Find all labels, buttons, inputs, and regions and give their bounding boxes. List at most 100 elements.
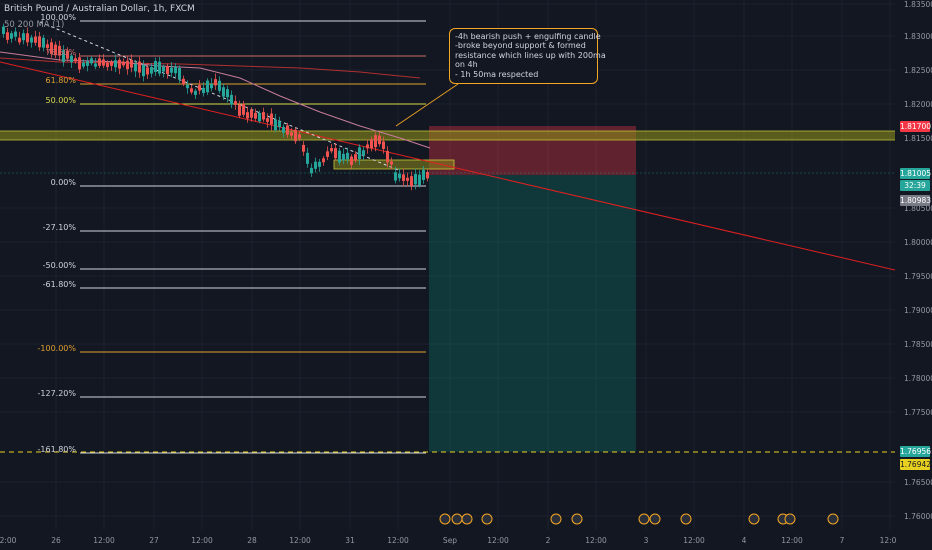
- economic-events[interactable]: [0, 510, 895, 530]
- flag-icon: [571, 513, 583, 525]
- countdown-tag: 32:39: [900, 180, 930, 191]
- price-tick: 1.81500: [904, 134, 932, 143]
- candle-body: [242, 103, 245, 115]
- price-tick: 1.78000: [904, 374, 932, 383]
- candle-body: [346, 152, 349, 160]
- breakout-box[interactable]: [333, 159, 455, 170]
- candle-body: [418, 174, 421, 186]
- candle-body: [410, 176, 413, 186]
- candle-body: [134, 63, 137, 72]
- price-tick: 1.80000: [904, 238, 932, 247]
- time-label: 27: [149, 536, 159, 545]
- candle-body: [386, 150, 389, 163]
- time-label: 12:00: [683, 536, 705, 545]
- candle-body: [398, 173, 401, 179]
- candle-body: [14, 31, 17, 37]
- candle-body: [166, 66, 169, 74]
- flag-icon: [649, 513, 661, 525]
- candle-body: [54, 44, 57, 56]
- time-grid: [55, 0, 891, 530]
- candle-body: [338, 150, 341, 163]
- time-label: 12:00: [585, 536, 607, 545]
- dashed-trendline[interactable]: [39, 21, 399, 171]
- candle-body: [330, 148, 333, 152]
- time-label: 26: [51, 536, 61, 545]
- time-label: 12:00: [487, 536, 509, 545]
- candle-body: [110, 61, 113, 66]
- candle-body: [142, 64, 145, 77]
- price-tick: 1.82000: [904, 100, 932, 109]
- candle-body: [370, 139, 373, 149]
- candle-body: [354, 154, 357, 161]
- time-label: 12:00: [387, 536, 409, 545]
- candle-body: [334, 148, 337, 159]
- current-price-tag: 1.81005: [900, 168, 932, 179]
- candle-body: [22, 33, 25, 41]
- candle-body: [266, 118, 269, 122]
- candle-body: [86, 61, 89, 66]
- descending-trendline[interactable]: [0, 61, 896, 271]
- candle-body: [66, 50, 69, 59]
- candle-body: [42, 37, 45, 48]
- candle-body: [378, 135, 381, 145]
- annotation-callout[interactable]: -4h bearish push + engulfing candle -bro…: [449, 28, 606, 84]
- candle-body: [246, 112, 249, 119]
- candle-body: [306, 152, 309, 164]
- annotation-line: -broke beyond support & formed: [455, 41, 586, 51]
- candle-body: [238, 104, 241, 116]
- candle-body: [90, 58, 93, 64]
- candle-body: [394, 172, 397, 181]
- time-label: 31: [345, 536, 355, 545]
- candle-body: [254, 112, 257, 119]
- annotation-line: -4h bearish push + engulfing candle: [455, 32, 601, 41]
- candle-body: [146, 67, 149, 75]
- flag-icon: [481, 513, 493, 525]
- time-label: 12:0: [879, 536, 897, 545]
- candle-body: [6, 32, 9, 40]
- indicator-label[interactable]: 50 200 MA (1): [4, 20, 65, 30]
- time-label: 28: [247, 536, 257, 545]
- flag-icon: [638, 513, 650, 525]
- candle-body: [278, 121, 281, 128]
- candle-body: [214, 79, 217, 86]
- flag-icon: [784, 513, 796, 525]
- fibonacci-extension[interactable]: [80, 20, 426, 454]
- take-profit-zone[interactable]: [429, 175, 636, 452]
- candle-body: [406, 177, 409, 181]
- candle-body: [390, 161, 393, 165]
- flag-icon: [461, 513, 473, 525]
- time-label: 2:00: [0, 536, 17, 545]
- candle-body: [130, 59, 133, 68]
- candle-body: [222, 87, 225, 97]
- candle-body: [18, 37, 21, 43]
- resistance-zone[interactable]: [0, 131, 895, 140]
- candle-body: [206, 80, 209, 93]
- candle-body: [70, 55, 73, 63]
- candle-body: [74, 58, 77, 62]
- candle-body: [170, 67, 173, 73]
- fib-label: 100.00%: [40, 13, 76, 22]
- fib-label: 61.80%: [45, 76, 76, 85]
- candle-body: [366, 144, 369, 149]
- candle-body: [138, 61, 141, 73]
- stop-price-tag: 1.81700: [900, 121, 932, 132]
- candle-body: [174, 66, 177, 74]
- flag-icon: [439, 513, 451, 525]
- candle-body: [78, 57, 81, 70]
- price-tick: 1.77500: [904, 408, 932, 417]
- candle-body: [150, 67, 153, 74]
- candle-body: [270, 113, 273, 125]
- candle-body: [202, 87, 205, 94]
- callout-pointer: [395, 83, 459, 127]
- candle-body: [26, 33, 29, 43]
- time-label: Sep: [442, 536, 458, 545]
- candle-body: [362, 150, 365, 156]
- time-label: 12:00: [781, 536, 803, 545]
- candle-body: [106, 62, 109, 68]
- fib-label: -127.20%: [37, 389, 76, 398]
- time-label: 7: [839, 536, 845, 545]
- fib-label: -100.00%: [37, 344, 76, 353]
- fib-label: -61.80%: [42, 280, 76, 289]
- candle-body: [218, 80, 221, 91]
